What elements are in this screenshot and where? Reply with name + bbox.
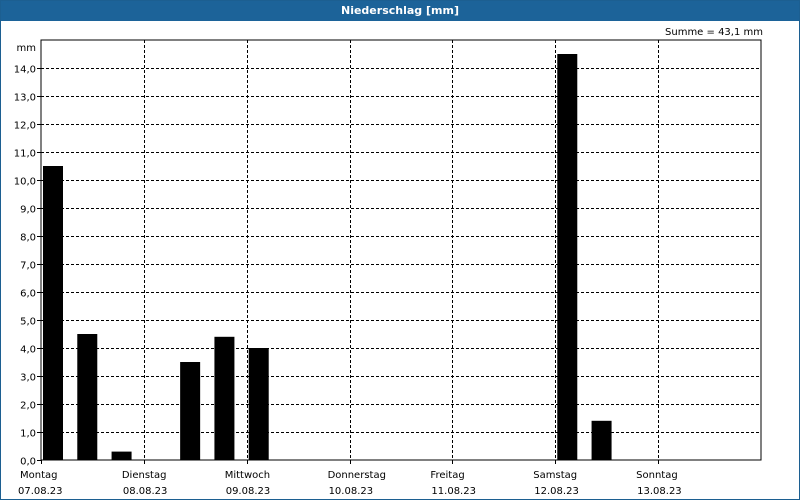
y-axis-unit: mm <box>17 43 36 54</box>
y-tick-label: 2,0 <box>20 401 36 412</box>
x-date-label: 11.08.23 <box>431 486 476 497</box>
bar <box>557 54 578 460</box>
y-tick-label: 10,0 <box>14 177 36 188</box>
x-weekday-label: Sonntag <box>636 470 678 481</box>
y-tick-label: 9,0 <box>20 205 36 216</box>
x-date-label: 08.08.23 <box>123 486 168 497</box>
x-weekday-label: Freitag <box>430 470 464 481</box>
x-date-label: 07.08.23 <box>18 486 63 497</box>
y-tick-label: 4,0 <box>20 345 36 356</box>
y-tick-label: 5,0 <box>20 317 36 328</box>
chart-title: Niederschlag [mm] <box>1 1 799 21</box>
y-tick-label: 14,0 <box>14 65 36 76</box>
x-weekday-label: Mittwoch <box>225 470 270 481</box>
bar <box>77 334 98 460</box>
y-tick-label: 6,0 <box>20 289 36 300</box>
x-weekday-label: Donnerstag <box>328 470 386 481</box>
bar <box>180 362 201 460</box>
bar <box>111 451 132 460</box>
x-date-label: 09.08.23 <box>226 486 271 497</box>
x-weekday-label: Montag <box>20 470 57 481</box>
bar <box>248 348 269 460</box>
y-tick-label: 8,0 <box>20 233 36 244</box>
total-label: Summe = 43,1 mm <box>665 27 763 38</box>
y-tick-label: 0,0 <box>20 457 36 468</box>
x-weekday-label: Samstag <box>533 470 577 481</box>
y-tick-label: 1,0 <box>20 429 36 440</box>
y-tick-label: 12,0 <box>14 121 36 132</box>
x-date-label: 10.08.23 <box>329 486 374 497</box>
bar <box>214 336 235 460</box>
x-weekday-label: Dienstag <box>122 470 167 481</box>
bar <box>591 420 612 460</box>
x-date-label: 13.08.23 <box>637 486 682 497</box>
y-tick-label: 3,0 <box>20 373 36 384</box>
y-tick-label: 13,0 <box>14 93 36 104</box>
plot-area <box>40 39 762 461</box>
bar <box>43 166 63 460</box>
y-tick-label: 7,0 <box>20 261 36 272</box>
y-tick-label: 11,0 <box>14 149 36 160</box>
x-date-label: 12.08.23 <box>534 486 579 497</box>
